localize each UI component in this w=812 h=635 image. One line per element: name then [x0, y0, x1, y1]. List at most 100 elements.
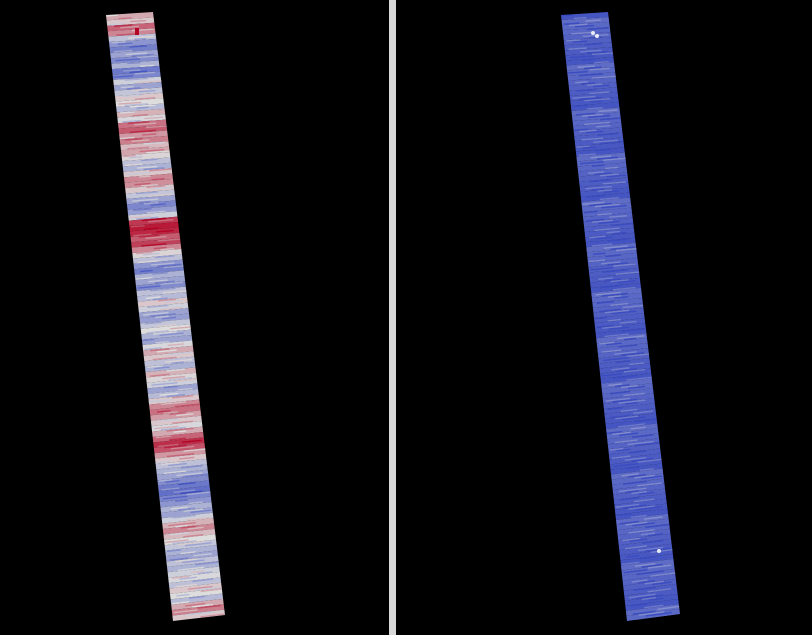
- right-strip-streak: [588, 59, 602, 63]
- right-strip-streak: [607, 182, 629, 186]
- right-strip-streak: [604, 278, 621, 282]
- left-strip-streak: [123, 128, 150, 132]
- left-strip-streak: [188, 501, 203, 505]
- left-panel: [0, 0, 389, 635]
- right-strip-band: [582, 207, 632, 217]
- right-strip-streak: [623, 368, 646, 373]
- right-strip-streak: [590, 44, 609, 47]
- right-strip-streak: [615, 415, 639, 420]
- left-strip-streak: [127, 206, 144, 210]
- left-strip-streak: [142, 252, 160, 256]
- right-strip-streak: [596, 324, 614, 328]
- left-strip-streak: [159, 332, 184, 336]
- left-strip-streak: [162, 495, 188, 500]
- left-strip-streak: [177, 507, 196, 511]
- right-strip-streak: [586, 162, 611, 166]
- left-strip-streak: [129, 215, 152, 219]
- right-strip-streak: [573, 16, 587, 20]
- left-strip-streak: [137, 80, 162, 84]
- left-strip-streak: [137, 285, 161, 289]
- right-strip-streak: [582, 201, 605, 205]
- right-strip-streak: [573, 72, 595, 76]
- left-strip-streak: [141, 338, 155, 342]
- left-strip-streak: [128, 95, 149, 99]
- right-strip-streak: [567, 70, 588, 74]
- right-strip-streak: [573, 128, 589, 132]
- right-strip-streak: [634, 474, 655, 479]
- left-strip-streak: [187, 526, 204, 530]
- right-strip-streak: [612, 374, 638, 379]
- left-strip-streak: [179, 576, 198, 580]
- right-strip-streak: [627, 440, 654, 446]
- right-strip-streak: [634, 418, 657, 423]
- right-strip-streak: [602, 181, 626, 185]
- left-strip-streak: [186, 552, 205, 556]
- left-strip-streak: [141, 243, 167, 247]
- right-strip-streak: [620, 408, 638, 413]
- left-strip-streak: [140, 269, 153, 273]
- left-strip-streak: [116, 93, 134, 96]
- right-strip-streak: [607, 238, 628, 242]
- right-strip-streak: [612, 398, 638, 403]
- left-strip-streak: [133, 63, 148, 66]
- right-strip-streak: [614, 472, 632, 476]
- right-strip-streak: [606, 174, 627, 178]
- right-strip-streak: [631, 434, 654, 438]
- left-strip-band: [121, 151, 171, 162]
- right-strip-streak: [602, 157, 626, 161]
- right-strip-streak: [643, 571, 672, 577]
- right-strip-streak: [632, 522, 655, 527]
- right-strip-streak: [578, 153, 597, 157]
- right-strip-streak: [578, 96, 603, 101]
- left-strip-streak: [172, 481, 188, 485]
- right-strip-streak: [601, 204, 627, 209]
- right-strip-streak: [622, 416, 646, 421]
- left-strip-streak: [163, 265, 184, 269]
- right-strip-streak: [591, 75, 616, 79]
- left-strip-streak: [175, 499, 189, 502]
- right-strip-streak: [576, 112, 596, 116]
- right-strip-streak: [602, 268, 629, 273]
- left-strip-streak: [112, 75, 134, 78]
- left-strip-streak: [177, 387, 193, 391]
- left-strip-streak: [158, 383, 185, 388]
- right-strip-streak: [608, 326, 630, 330]
- left-strip-streak: [144, 286, 168, 291]
- left-strip-streak: [138, 175, 151, 178]
- left-strip-streak: [125, 52, 147, 56]
- left-strip-streak: [126, 171, 151, 176]
- left-strip-streak: [147, 330, 169, 334]
- right-strip-streak: [609, 214, 627, 218]
- right-strip-streak: [615, 384, 630, 388]
- right-strip-streak: [594, 148, 612, 152]
- right-strip-streak: [614, 239, 635, 243]
- right-strip-streak: [589, 36, 602, 39]
- left-strip-streak: [139, 64, 155, 67]
- left-strip-streak: [160, 426, 186, 431]
- left-strip-streak: [157, 263, 182, 268]
- right-strip-streak: [576, 32, 602, 36]
- left-strip-streak: [170, 506, 188, 510]
- left-strip-streak: [125, 137, 143, 141]
- left-strip-streak: [162, 316, 177, 320]
- right-strip-streak: [577, 120, 604, 124]
- right-strip-streak: [603, 245, 628, 249]
- left-strip-streak: [117, 42, 133, 45]
- left-strip-streak: [127, 35, 154, 39]
- left-strip-streak: [140, 123, 164, 127]
- right-strip-streak: [635, 594, 664, 600]
- right-strip-streak: [650, 548, 673, 554]
- left-strip-streak: [166, 333, 192, 338]
- left-strip-streak: [114, 84, 127, 87]
- left-strip-streak: [180, 490, 203, 495]
- right-strip-streak: [636, 515, 656, 520]
- left-strip-streak: [183, 448, 206, 452]
- left-strip-streak: [121, 145, 143, 149]
- left-strip-streak: [147, 304, 169, 308]
- right-strip-streak: [621, 561, 640, 566]
- left-strip-streak: [191, 543, 217, 548]
- right-strip-streak: [609, 414, 630, 419]
- left-strip-streak: [133, 233, 152, 237]
- left-strip-streak: [109, 31, 133, 35]
- right-strip-streak: [595, 236, 613, 240]
